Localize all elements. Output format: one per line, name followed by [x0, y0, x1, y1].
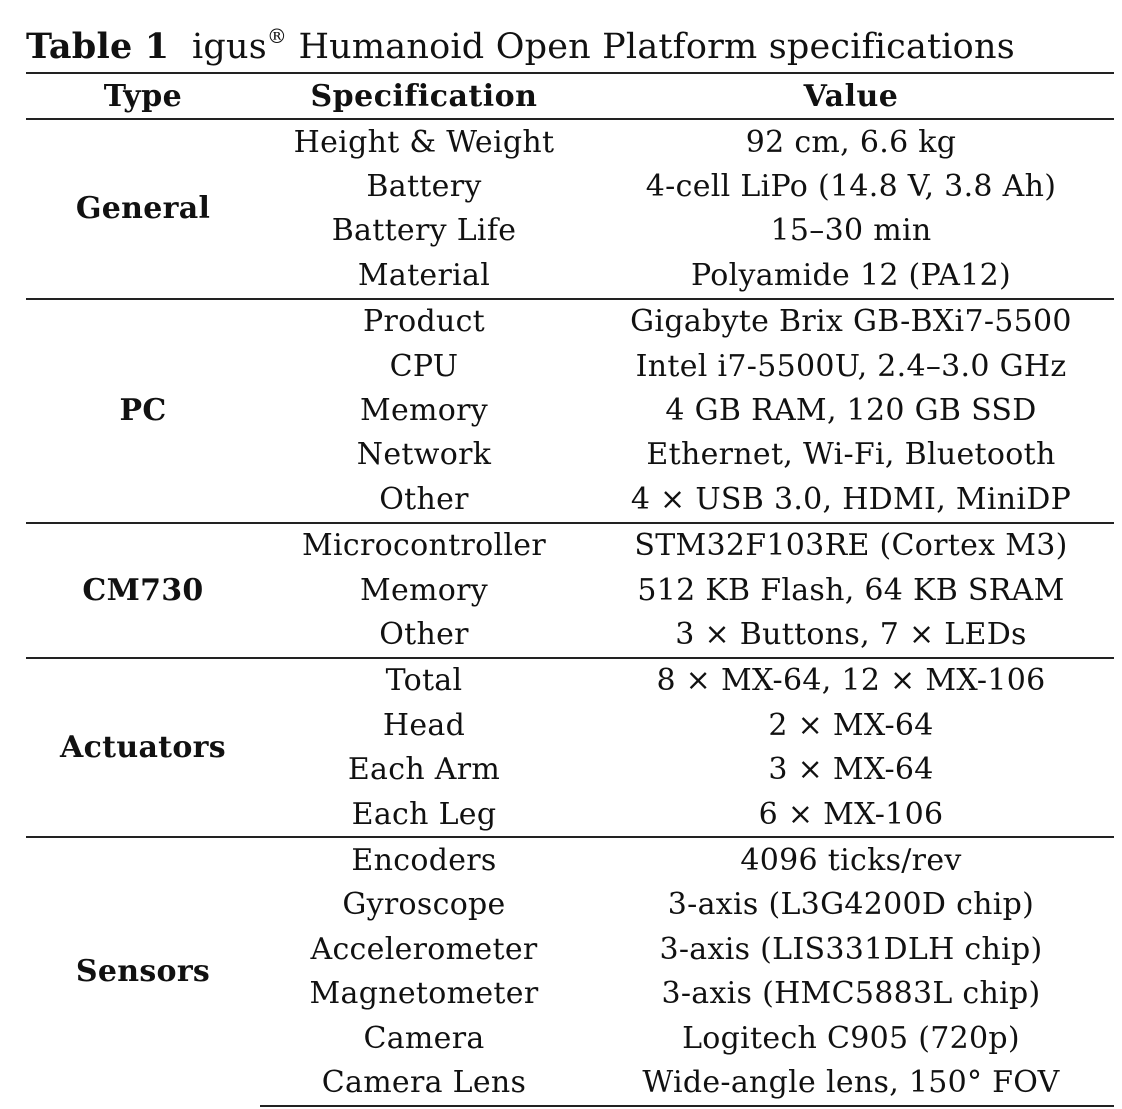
value-cell: 4 GB RAM, 120 GB SSD: [665, 393, 1037, 429]
table-row: Camera Logitech C905 (720p): [26, 1016, 1114, 1060]
spec-cell: Microcontroller: [260, 521, 588, 568]
spec-cell: Network: [356, 437, 492, 473]
spec-cell: Camera Lens: [260, 1060, 588, 1107]
value-cell: 3 × MX-64: [768, 752, 934, 788]
group-sensors: Sensors Encoders 4096 ticks/rev Gyroscope 3-…: [26, 836, 1114, 1107]
value-cell: 3-axis (LIS331DLH chip): [659, 931, 1043, 967]
table-row: Each Arm 3 × MX-64: [26, 747, 1114, 791]
registered-mark: ®: [266, 24, 288, 48]
spec-cell: Product: [260, 297, 588, 344]
value-cell: Gigabyte Brix GB-BXi7-5500: [588, 297, 1114, 344]
spec-cell: Battery Life: [331, 213, 517, 249]
spec-cell: Height & Weight: [260, 117, 588, 165]
table-row: Head 2 × MX-64: [26, 703, 1114, 747]
spec-cell: Battery: [366, 169, 482, 205]
value-cell: Polyamide 12 (PA12): [690, 257, 1012, 293]
group-type-cell: PC: [26, 297, 260, 523]
table-row: Other 3 × Buttons, 7 × LEDs: [26, 612, 1114, 657]
spec-cell: Memory: [359, 572, 489, 608]
value-cell: Wide-angle lens, 150° FOV: [588, 1060, 1114, 1107]
group-type-cell: Sensors: [26, 836, 260, 1106]
table-row: CM730 Microcontroller STM32F103RE (Cortex …: [26, 521, 1114, 658]
value-cell: 3-axis (L3G4200D chip): [667, 887, 1035, 923]
value-cell: 3-axis (HMC5883L chip): [661, 976, 1041, 1012]
spec-cell: Encoders: [260, 836, 588, 883]
spec-cell: Material: [357, 257, 491, 293]
value-cell: 2 × MX-64: [768, 707, 934, 743]
value-cell: Intel i7-5500U, 2.4–3.0 GHz: [635, 348, 1067, 384]
caption-label: Table 1: [26, 26, 170, 67]
table-row: Actuators Total 8 × MX-64, 12 × MX-106: [26, 656, 1114, 838]
caption-title-suffix: Humanoid Open Platform specifications: [287, 27, 1015, 67]
group-cm730: CM730 Microcontroller STM32F103RE (Cortex …: [26, 521, 1114, 658]
spec-cell: Each Leg: [351, 796, 497, 832]
table-row: Accelerometer 3-axis (LIS331DLH chip): [26, 927, 1114, 971]
spec-cell: Memory: [359, 393, 489, 429]
table-row: Memory 4 GB RAM, 120 GB SSD: [26, 388, 1114, 432]
table-caption: Table 1 igus® Humanoid Open Platform spe…: [26, 14, 1015, 69]
spec-cell: Total: [260, 656, 588, 704]
spec-cell: Gyroscope: [342, 887, 506, 923]
header-specification: Specification: [260, 72, 588, 120]
spec-cell: Camera: [363, 1020, 485, 1056]
table-row: CPU Intel i7-5500U, 2.4–3.0 GHz: [26, 344, 1114, 388]
value-cell: Ethernet, Wi-Fi, Bluetooth: [646, 437, 1056, 473]
table-row: Battery 4-cell LiPo (14.8 V, 3.8 Ah): [26, 164, 1114, 208]
header-type: Type: [26, 72, 260, 120]
value-cell: 4-cell LiPo (14.8 V, 3.8 Ah): [645, 169, 1057, 205]
table-row: Battery Life 15–30 min: [26, 209, 1114, 253]
header-value: Value: [588, 72, 1114, 120]
value-cell: 6 × MX-106: [758, 796, 944, 832]
group-type-cell: Actuators: [26, 656, 260, 838]
group-type-cell: CM730: [26, 521, 260, 658]
value-cell: 512 KB Flash, 64 KB SRAM: [637, 572, 1065, 608]
table-row: Each Leg 6 × MX-106: [26, 792, 1114, 837]
spec-table: Type Specification Value General Height &…: [26, 72, 1114, 1107]
value-cell: 8 × MX-64, 12 × MX-106: [588, 656, 1114, 704]
spec-cell: Other: [379, 481, 469, 517]
group-type-cell: General: [26, 118, 260, 299]
value-cell: Logitech C905 (720p): [682, 1020, 1020, 1056]
value-cell: 92 cm, 6.6 kg: [588, 117, 1114, 165]
value-cell: 15–30 min: [770, 213, 932, 249]
caption-title-prefix: igus: [192, 27, 267, 67]
table-row: PC Product Gigabyte Brix GB-BXi7-5500: [26, 297, 1114, 523]
table-row: Camera Lens Wide-angle lens, 150° FOV: [26, 1060, 1114, 1107]
spec-cell: Head: [382, 707, 466, 743]
value-cell: 3 × Buttons, 7 × LEDs: [675, 616, 1027, 652]
table-row: Material Polyamide 12 (PA12): [26, 253, 1114, 298]
value-cell: STM32F103RE (Cortex M3): [588, 521, 1114, 568]
spec-cell: Other: [379, 616, 469, 652]
header-row: Type Specification Value: [26, 72, 1114, 120]
spec-cell: Magnetometer: [309, 976, 539, 1012]
spec-cell: Accelerometer: [310, 931, 538, 967]
group-general: General Height & Weight 92 cm, 6.6 kg Batte…: [26, 117, 1114, 299]
value-cell: 4 × USB 3.0, HDMI, MiniDP: [630, 481, 1072, 517]
table-row: Sensors Encoders 4096 ticks/rev: [26, 836, 1114, 1106]
value-cell: 4096 ticks/rev: [588, 836, 1114, 883]
group-actuators: Actuators Total 8 × MX-64, 12 × MX-106 Head…: [26, 656, 1114, 838]
table-row: Network Ethernet, Wi-Fi, Bluetooth: [26, 433, 1114, 477]
spec-cell: CPU: [389, 348, 459, 384]
spec-cell: Each Arm: [347, 752, 501, 788]
table-row: General Height & Weight 92 cm, 6.6 kg: [26, 117, 1114, 299]
table-row: Gyroscope 3-axis (L3G4200D chip): [26, 883, 1114, 927]
table-row: Magnetometer 3-axis (HMC5883L chip): [26, 971, 1114, 1015]
group-pc: PC Product Gigabyte Brix GB-BXi7-5500 CPU In…: [26, 297, 1114, 523]
table-row: Other 4 × USB 3.0, HDMI, MiniDP: [26, 477, 1114, 522]
table-row: Memory 512 KB Flash, 64 KB SRAM: [26, 568, 1114, 612]
